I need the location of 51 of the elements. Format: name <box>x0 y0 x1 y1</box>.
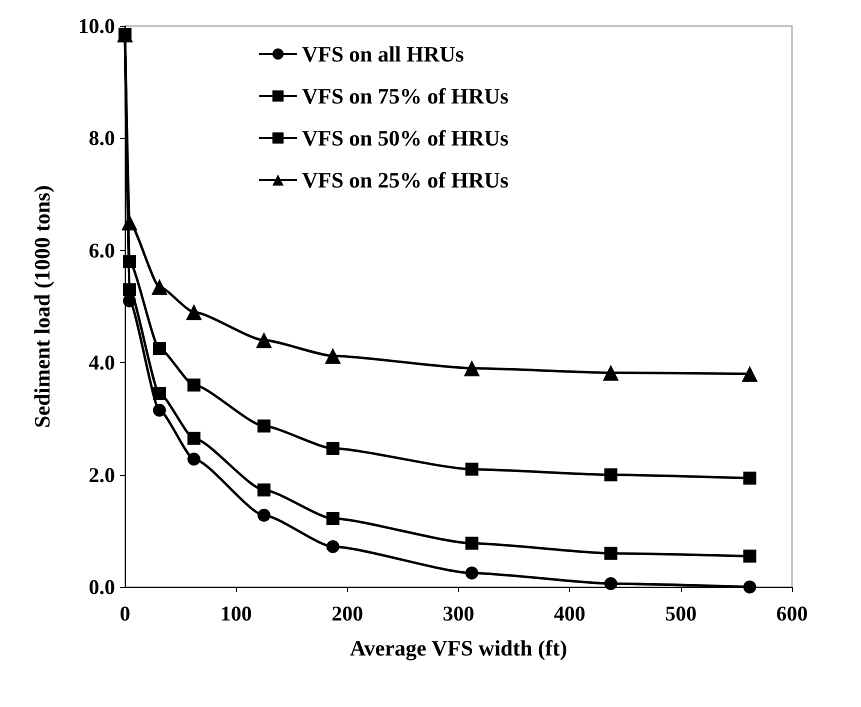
y-axis-title: Sediment load (1000 tons) <box>30 185 54 428</box>
x-tick-label: 400 <box>554 602 586 626</box>
y-tick-label: 6.0 <box>88 238 115 262</box>
point <box>464 360 480 376</box>
point <box>465 536 478 550</box>
y-tick-label: 0.0 <box>88 575 115 599</box>
point <box>122 283 136 296</box>
y-tick-label: 4.0 <box>88 350 115 375</box>
point <box>743 550 756 563</box>
x-tick-label: 100 <box>220 602 252 626</box>
legend-label: VFS on 25% of HRUs <box>302 168 510 192</box>
point <box>326 540 340 554</box>
y-tick-label: 8.0 <box>88 126 115 150</box>
point <box>465 566 478 580</box>
x-tick-label: 500 <box>665 602 697 626</box>
x-tick-label: 200 <box>332 602 364 626</box>
point <box>465 462 478 476</box>
point <box>122 255 136 268</box>
point <box>186 304 202 320</box>
point <box>152 386 166 400</box>
point <box>326 442 340 455</box>
y-tick-label: 10.0 <box>78 14 115 38</box>
x-axis-title: Average VFS width (ft) <box>350 636 568 660</box>
point <box>257 483 270 496</box>
point <box>604 546 618 560</box>
point <box>326 512 340 526</box>
point <box>324 348 341 364</box>
point <box>256 332 272 348</box>
x-tick-label: 300 <box>442 602 474 626</box>
point <box>152 404 166 417</box>
point <box>743 472 756 485</box>
point <box>187 432 200 445</box>
x-tick-label: 600 <box>776 602 808 626</box>
point <box>257 419 270 432</box>
x-tick-label: 0 <box>120 602 130 626</box>
y-tick-label: 2.0 <box>88 462 115 487</box>
legend-label: VFS on all HRUs <box>302 42 464 66</box>
point <box>187 452 200 466</box>
point <box>152 342 166 356</box>
point <box>602 364 619 381</box>
point <box>257 508 270 522</box>
point <box>117 26 133 42</box>
point <box>604 468 618 482</box>
legend-label: VFS on 50% of HRUs <box>302 126 510 150</box>
point <box>151 278 168 295</box>
point <box>743 580 756 594</box>
legend-label: VFS on 75% of HRUs <box>302 84 510 108</box>
point <box>742 366 758 382</box>
point <box>604 577 618 590</box>
point <box>121 214 138 230</box>
point <box>187 378 200 392</box>
